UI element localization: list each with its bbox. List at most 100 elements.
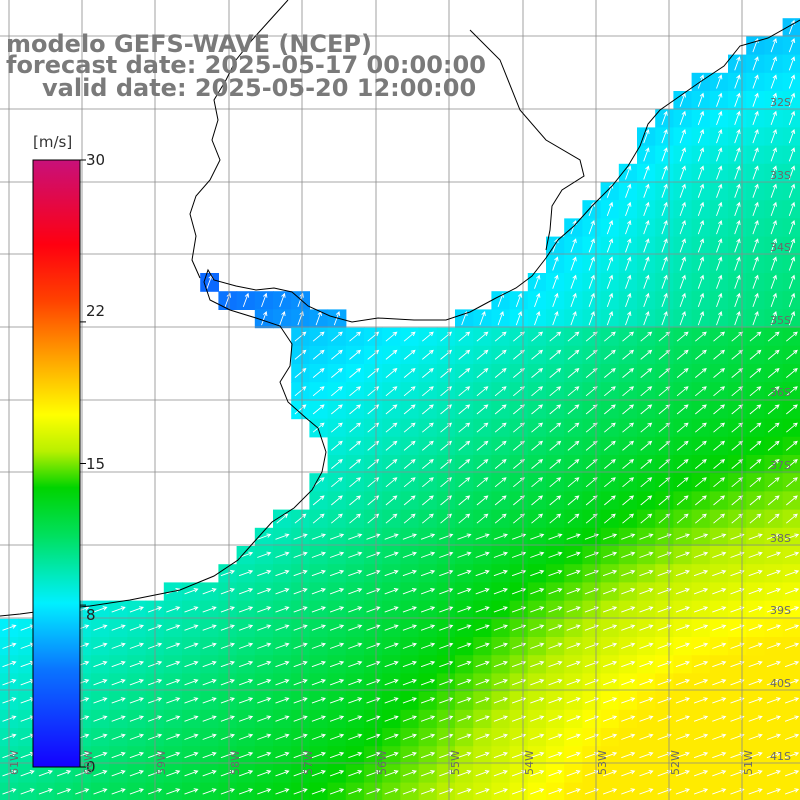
wind-arrow	[439, 715, 454, 722]
wind-arrow	[458, 404, 471, 415]
lon-label-58w: 58W	[229, 750, 242, 775]
wind-arrow	[693, 624, 709, 631]
wind-arrow	[184, 624, 199, 631]
wind-arrow	[788, 183, 796, 198]
wind-arrow	[402, 788, 417, 795]
wind-arrow	[566, 679, 581, 686]
wind-arrow	[329, 642, 345, 649]
wind-arrow	[420, 679, 436, 686]
wind-arrow	[697, 165, 705, 180]
wind-arrow	[767, 495, 780, 506]
wind-arrow	[439, 624, 454, 631]
wind-arrow	[676, 495, 689, 506]
wind-arrow	[786, 477, 798, 488]
wind-arrow	[770, 274, 777, 289]
wind-arrow	[713, 458, 726, 469]
wind-arrow	[716, 201, 723, 217]
wind-arrow	[93, 770, 108, 777]
wind-arrow	[294, 367, 307, 378]
wind-arrow	[531, 386, 544, 397]
wind-arrow	[752, 165, 759, 180]
wind-arrow	[202, 660, 217, 668]
wind-arrow	[458, 331, 471, 342]
wind-arrow	[311, 715, 326, 722]
wind-arrow	[493, 624, 508, 631]
wind-arrow	[294, 513, 307, 524]
wind-arrow	[570, 292, 577, 308]
wind-arrow	[349, 404, 362, 415]
wind-arrow	[588, 274, 595, 289]
wind-arrow	[712, 588, 727, 595]
wind-arrow	[293, 642, 308, 649]
wind-arrow	[712, 624, 727, 631]
wind-arrow	[257, 697, 272, 704]
wind-arrow	[384, 660, 399, 668]
wind-arrow	[238, 697, 254, 704]
wind-arrow	[606, 256, 614, 271]
wind-arrow	[693, 551, 709, 558]
wind-arrow	[693, 660, 709, 668]
wind-arrow	[570, 238, 577, 253]
wind-arrow	[752, 129, 759, 144]
wind-arrow	[643, 311, 650, 326]
wind-arrow	[475, 533, 490, 540]
wind-arrow	[770, 147, 777, 162]
wind-arrow	[695, 404, 707, 415]
wind-arrow	[712, 770, 727, 777]
wind-arrow	[402, 624, 417, 631]
wind-arrow	[366, 569, 381, 577]
wind-arrow	[661, 220, 668, 235]
wind-arrow	[238, 770, 254, 777]
wind-arrow	[476, 477, 489, 488]
wind-arrow	[679, 238, 686, 253]
wind-arrow	[166, 770, 181, 777]
wind-arrow	[534, 274, 541, 289]
wind-arrow	[475, 733, 490, 740]
wind-arrow	[766, 697, 781, 704]
wind-arrow	[348, 569, 363, 577]
wind-arrow	[493, 606, 508, 613]
wind-arrow	[366, 679, 381, 686]
wind-arrow	[640, 513, 653, 524]
wind-arrow	[567, 477, 580, 488]
colorbar-units: [m/s]	[33, 133, 73, 151]
wind-arrow	[752, 56, 759, 71]
wind-arrow	[403, 331, 416, 342]
wind-arrow	[458, 349, 471, 360]
wind-arrow	[548, 697, 563, 704]
wind-arrow	[275, 533, 290, 540]
wind-arrow	[570, 256, 577, 271]
wind-arrow	[713, 331, 726, 342]
wind-arrow	[622, 440, 635, 451]
wind-arrow	[734, 292, 741, 308]
wind-arrow	[184, 788, 199, 795]
wind-arrow	[567, 331, 580, 342]
wind-arrow	[384, 533, 399, 540]
wind-arrow	[716, 238, 723, 253]
wind-arrow	[166, 733, 181, 740]
wind-arrow	[770, 38, 777, 53]
wind-arrow	[786, 422, 798, 433]
wind-arrow	[661, 165, 668, 180]
wind-arrow	[403, 513, 416, 524]
wind-arrow	[420, 788, 436, 795]
wind-arrow	[111, 715, 126, 722]
wind-arrow	[548, 751, 563, 759]
wind-arrow	[549, 386, 562, 397]
wind-arrow	[402, 697, 417, 704]
wind-arrow	[766, 679, 781, 686]
wind-arrow	[675, 715, 690, 722]
wind-arrow	[403, 367, 416, 378]
wind-arrow	[366, 660, 381, 668]
wind-arrow	[676, 513, 689, 524]
title-forecast-date: forecast date: 2025-05-17 00:00:00	[6, 51, 486, 79]
wind-arrow	[220, 788, 235, 795]
wind-arrow	[402, 551, 417, 558]
colorbar-tick-8: 8	[86, 606, 96, 624]
wind-arrow	[602, 606, 618, 613]
wind-arrow	[329, 533, 345, 540]
wind-arrow	[384, 715, 399, 722]
wind-arrow	[770, 201, 777, 217]
lat-label-36s: 36S	[770, 386, 791, 399]
wind-arrow	[693, 697, 709, 704]
